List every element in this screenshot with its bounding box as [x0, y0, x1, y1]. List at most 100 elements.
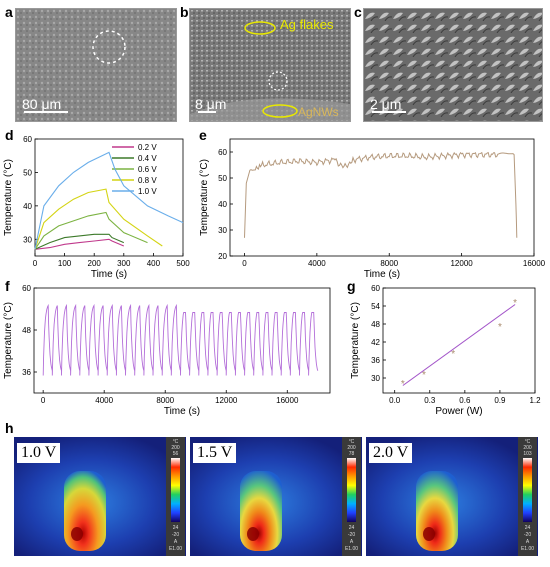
y-tick-label: 48: [371, 320, 380, 329]
data-point: *: [401, 379, 405, 390]
colorbar-a: A: [349, 539, 354, 545]
y-tick-label: 36: [371, 356, 380, 365]
scale-label-c: 2 μm: [370, 96, 402, 112]
y-tick-label: 20: [218, 252, 227, 261]
x-tick-label: 0: [242, 259, 247, 268]
thermal-image-3: 2.0 V °C 200 103 24 -20 A E1.00: [366, 437, 538, 556]
y-tick-label: 60: [371, 284, 380, 293]
colorbar-max: 200: [523, 445, 532, 451]
colorbar-unit: °C: [172, 439, 179, 445]
x-tick-label: 16000: [523, 259, 546, 268]
colorbar-max: 200: [171, 445, 180, 451]
y-tick-label: 50: [218, 174, 227, 183]
dashed-circle-marker: [92, 30, 126, 64]
y-tick-label: 48: [22, 326, 31, 335]
colorbar-unit: °C: [524, 439, 531, 445]
panel-label-b: b: [180, 4, 189, 20]
y-tick-label: 50: [23, 168, 32, 177]
y-tick-label: 60: [22, 284, 31, 293]
colorbar-top: 103: [523, 451, 532, 457]
y-tick-label: 30: [218, 226, 227, 235]
series-line-1-0V: [34, 151, 184, 250]
y-tick-label: 60: [23, 135, 32, 144]
x-tick-label: 500: [176, 259, 190, 268]
annot-ag-flakes: Ag flakes: [280, 17, 334, 32]
series-line-0-8V: [34, 188, 163, 250]
colorbar-min: -20: [171, 532, 180, 538]
colorbar-gradient: [171, 458, 180, 522]
voltage-label: 1.5 V: [193, 443, 237, 463]
plot-frame: [382, 287, 536, 394]
sem-image-c: 2 μm: [363, 8, 543, 122]
x-axis-label: Power (W): [435, 406, 482, 417]
x-tick-label: 300: [117, 259, 131, 268]
legend-entry: 0.6 V: [138, 165, 157, 174]
x-tick-label: 12000: [450, 259, 473, 268]
panel-label-c: c: [354, 4, 362, 20]
colorbar-top: 78: [348, 451, 355, 457]
scale-label-a: 80 μm: [22, 96, 62, 112]
hot-spot: [423, 527, 435, 541]
colorbar-gradient: [523, 458, 532, 522]
colorbar-top: 56: [172, 451, 179, 457]
data-point: *: [422, 370, 426, 381]
colorbar-emissivity: E1.00: [168, 546, 183, 552]
y-tick-label: 30: [23, 235, 32, 244]
colorbar-a: A: [525, 539, 530, 545]
y-axis-label: Temperature (°C): [3, 159, 14, 236]
colorbar-bottom: 24: [524, 525, 531, 531]
y-axis-label: Temperature (°C): [3, 302, 14, 379]
series-line-0-6V: [34, 211, 148, 250]
y-tick-label: 36: [22, 368, 31, 377]
chart-f: 0 4000 8000 12000 16000 36 48 60 Time (s) Tempera…: [3, 284, 331, 417]
y-tick-label: 42: [371, 338, 380, 347]
x-axis-label: Time (s): [164, 406, 200, 417]
x-tick-label: 8000: [380, 259, 398, 268]
plot-frame: [229, 138, 535, 257]
colorbar-max: 200: [347, 445, 356, 451]
chart-e: 0 4000 8000 12000 16000 20 30 40 50 60 Time (s) Tem…: [199, 138, 546, 280]
panel-label-f: f: [5, 278, 10, 294]
voltage-label: 1.0 V: [17, 443, 61, 463]
legend-entry: 0.4 V: [138, 154, 157, 163]
annot-agnws: AgNWs: [298, 105, 339, 119]
voltage-label: 2.0 V: [369, 443, 413, 463]
x-tick-label: 200: [88, 259, 102, 268]
x-tick-label: 0.9: [494, 396, 506, 405]
x-tick-label: 400: [147, 259, 161, 268]
data-point: *: [513, 298, 517, 309]
series-line-0-4V: [34, 233, 125, 250]
legend-entry: 0.8 V: [138, 176, 157, 185]
series-line-0-2V: [34, 238, 125, 250]
data-point: *: [498, 322, 502, 333]
nws-marker: [262, 104, 298, 118]
legend-entry: 0.2 V: [138, 143, 157, 152]
x-tick-label: 0.6: [459, 396, 471, 405]
colorbar-bottom: 24: [172, 525, 179, 531]
colorbar: °C 200 103 24 -20 A E1.00: [518, 437, 537, 556]
x-tick-label: 0: [41, 396, 46, 405]
data-point: *: [451, 349, 455, 360]
y-tick-label: 54: [371, 302, 380, 311]
thermal-image-2: 1.5 V °C 200 78 24 -20 A E1.00: [190, 437, 362, 556]
x-tick-label: 0.3: [424, 396, 436, 405]
panel-label-d: d: [5, 127, 14, 143]
y-tick-label: 40: [218, 200, 227, 209]
y-tick-label: 40: [23, 202, 32, 211]
y-tick-label: 60: [218, 148, 227, 157]
x-tick-label: 4000: [95, 396, 113, 405]
x-tick-label: 1.2: [529, 396, 541, 405]
dashed-circle-marker: [268, 71, 288, 91]
plot-frame: [33, 287, 331, 394]
colorbar-gradient: [347, 458, 356, 522]
x-tick-label: 100: [58, 259, 72, 268]
panel-label-g: g: [347, 278, 356, 294]
colorbar-a: A: [173, 539, 178, 545]
y-axis-label: Temperature (°C): [350, 302, 361, 379]
x-tick-label: 12000: [215, 396, 238, 405]
x-tick-label: 16000: [276, 396, 299, 405]
x-tick-label: 0: [33, 259, 38, 268]
x-tick-label: 0.0: [389, 396, 401, 405]
x-tick-label: 8000: [156, 396, 174, 405]
thermal-image-1: 1.0 V °C 200 56 24 -20 A E1.00: [14, 437, 186, 556]
